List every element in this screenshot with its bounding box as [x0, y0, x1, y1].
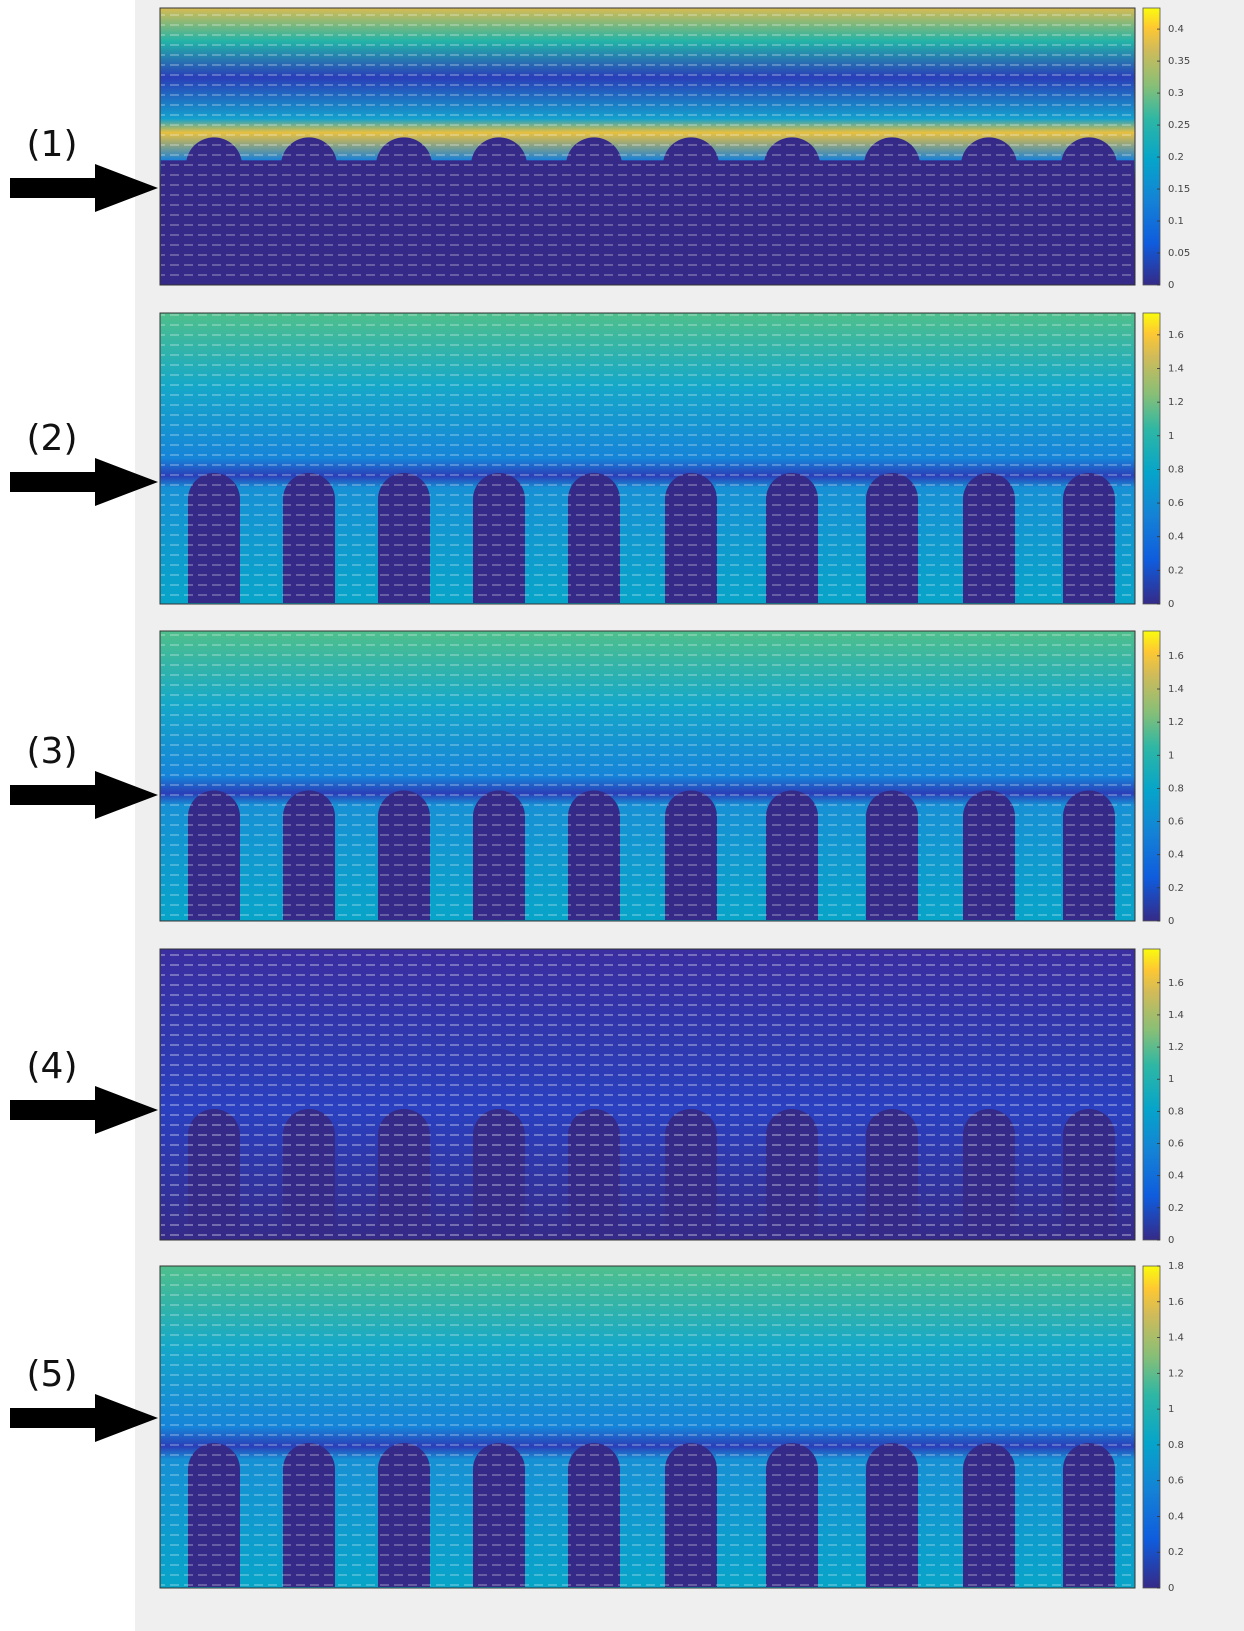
- colorbar-tick-label: 0.4: [1168, 24, 1184, 35]
- colorbar-tick-label: 1.8: [1168, 1261, 1184, 1272]
- colorbar-tick-label: 1.4: [1168, 684, 1184, 695]
- panel: 0 0.05 0.1 0.15 0.2 0.25 0.3 0.35 0.4 (1): [10, 7, 1190, 291]
- colorbar-tick-label: 0: [1168, 1583, 1174, 1594]
- velocity-vectors: [161, 9, 1134, 284]
- colorbar-tick-label: 1.2: [1168, 397, 1184, 408]
- colorbar-tick-label: 0.2: [1168, 152, 1184, 163]
- velocity-vectors: [161, 950, 1134, 1239]
- colorbar-tick-label: 0.8: [1168, 783, 1184, 794]
- colorbar-tick-label: 0: [1168, 916, 1174, 927]
- colorbar-tick-label: 0.4: [1168, 1171, 1184, 1182]
- colorbar-tick-label: 1.6: [1168, 330, 1184, 341]
- colorbar-tick-label: 0.8: [1168, 464, 1184, 475]
- colorbar-tick-label: 0.6: [1168, 498, 1184, 509]
- arrow: [10, 1086, 158, 1134]
- colorbar-tick-label: 0.6: [1168, 817, 1184, 828]
- colorbar-tick-label: 0.1: [1168, 216, 1184, 227]
- colorbar-tick-label: 1: [1168, 1404, 1174, 1415]
- colorbar-tick-label: 0.3: [1168, 88, 1184, 99]
- panels: 00.050.10.150.20.250.30.350.4(1)00.20.40…: [10, 7, 1190, 1594]
- colorbar-tick-label: 1.4: [1168, 364, 1184, 375]
- colorbar: [1142, 312, 1161, 605]
- colorbar-tick-label: 1.4: [1168, 1010, 1184, 1021]
- colorbar-tick-label: 0: [1168, 1235, 1174, 1246]
- arrow: [10, 164, 158, 212]
- colorbar-tick-label: 1.2: [1168, 1042, 1184, 1053]
- panel-label: (2): [27, 418, 78, 459]
- colorbar-tick-label: 0.4: [1168, 850, 1184, 861]
- colorbar-tick-label: 1.6: [1168, 651, 1184, 662]
- colorbar-tick-label: 0.4: [1168, 1511, 1184, 1522]
- arrow: [10, 771, 158, 819]
- colorbar-tick-label: 0.8: [1168, 1106, 1184, 1117]
- velocity-vectors: [161, 632, 1134, 920]
- panel: 0 0.2 0.4 0.6 0.8 1 1.2 1.4 1.6 1.8 (5): [10, 1261, 1184, 1594]
- velocity-vectors: [161, 1267, 1134, 1587]
- colorbar-tick-label: 0.2: [1168, 1203, 1184, 1214]
- colorbar-tick-label: 0.6: [1168, 1476, 1184, 1487]
- colorbar-tick-label: 0.05: [1168, 248, 1190, 259]
- panel: 0 0.2 0.4 0.6 0.8 1 1.2 1.4 1.6 (2): [10, 312, 1184, 610]
- colorbar-tick-label: 1.6: [1168, 1297, 1184, 1308]
- colorbar-tick-label: 0.2: [1168, 565, 1184, 576]
- panel-label: (4): [27, 1046, 78, 1087]
- colorbar-tick-label: 1: [1168, 1074, 1174, 1085]
- colorbar-tick-label: 0.35: [1168, 56, 1190, 67]
- panel-label: (3): [27, 731, 78, 772]
- colorbar-tick-label: 1.4: [1168, 1333, 1184, 1344]
- colorbar-tick-label: 1.2: [1168, 1368, 1184, 1379]
- colorbar-tick-label: 0: [1168, 599, 1174, 610]
- colorbar-tick-label: 1.2: [1168, 717, 1184, 728]
- colorbar-tick-label: 0.2: [1168, 883, 1184, 894]
- panel-label: (5): [27, 1354, 78, 1395]
- colorbar-tick-label: 0.15: [1168, 184, 1190, 195]
- panel: 0 0.2 0.4 0.6 0.8 1 1.2 1.4 1.6 (3): [10, 630, 1184, 927]
- colorbar-tick-label: 0: [1168, 280, 1174, 291]
- colorbar: [1142, 7, 1161, 286]
- colorbar: [1142, 630, 1161, 922]
- colorbar-tick-label: 0.8: [1168, 1440, 1184, 1451]
- colorbar-tick-label: 0.2: [1168, 1547, 1184, 1558]
- arrow: [10, 458, 158, 506]
- panel: 0 0.2 0.4 0.6 0.8 1 1.2 1.4 1.6 (4): [10, 948, 1184, 1246]
- colorbar-tick-label: 1.6: [1168, 978, 1184, 989]
- velocity-vectors: [161, 314, 1134, 603]
- colorbar-tick-label: 0.25: [1168, 120, 1190, 131]
- colorbar-tick-label: 0.4: [1168, 532, 1184, 543]
- arrow: [10, 1394, 158, 1442]
- colorbar-tick-label: 1: [1168, 431, 1174, 442]
- colorbar-tick-label: 0.6: [1168, 1139, 1184, 1150]
- colorbar-tick-label: 1: [1168, 750, 1174, 761]
- panel-label: (1): [27, 124, 78, 165]
- colorbar: [1142, 1265, 1161, 1589]
- colorbar: [1142, 948, 1161, 1241]
